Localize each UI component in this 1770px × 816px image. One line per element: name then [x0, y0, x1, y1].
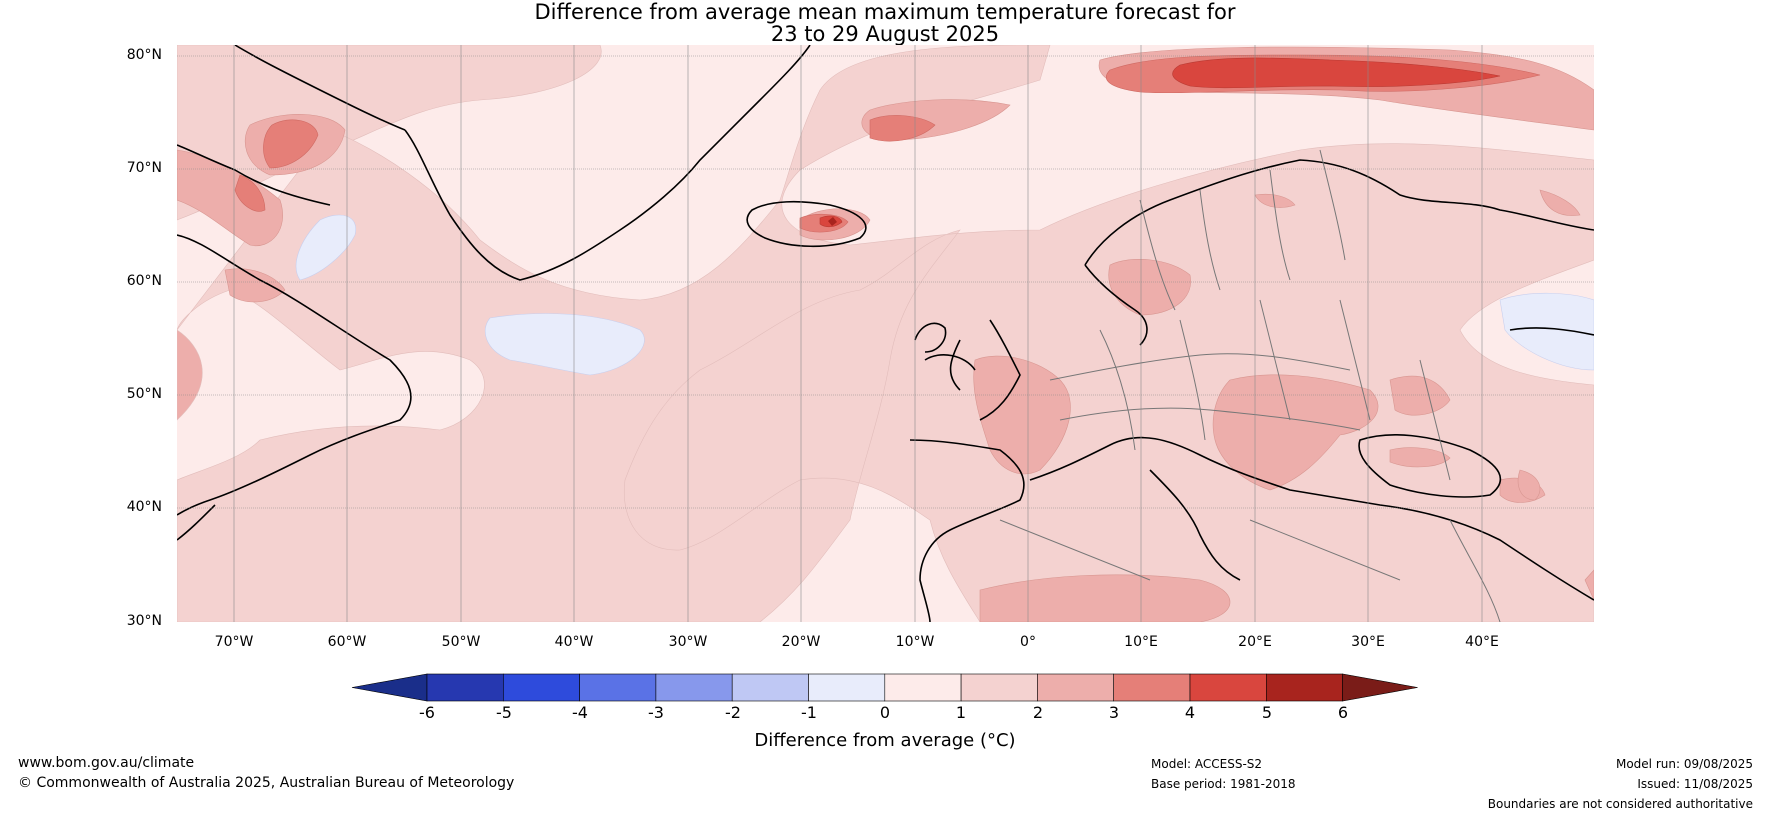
anomaly-band-neg1-0: [295, 214, 1594, 376]
colorbar-segment: [731, 673, 809, 702]
lon-label-50w: 50°W: [441, 634, 481, 650]
colorbar-segment: [1113, 673, 1191, 702]
colorbar-segment: [655, 673, 733, 702]
colorbar-segment: [1037, 673, 1115, 702]
lon-label-60w: 60°W: [327, 634, 367, 650]
colorbar-tick: 2: [1032, 703, 1044, 722]
footer-issued: Issued: 11/08/2025: [1637, 777, 1753, 791]
lat-label-40n: 40°N: [126, 499, 162, 515]
lon-label-20w: 20°W: [781, 634, 821, 650]
lon-label-10e: 10°E: [1124, 634, 1158, 650]
colorbar-segment: [960, 673, 1038, 702]
colorbar-tick: 0: [879, 703, 891, 722]
lon-label-40w: 40°W: [554, 634, 594, 650]
colorbar-tick: 6: [1337, 703, 1349, 722]
colorbar-tick: -3: [648, 703, 664, 722]
colorbar-segment: [579, 673, 657, 702]
footer-copyright: © Commonwealth of Australia 2025, Austra…: [18, 775, 515, 791]
lon-label-0: 0°: [1020, 634, 1036, 650]
colorbar-segment: [1189, 673, 1267, 702]
anomaly-band-5-6: [828, 217, 837, 226]
colorbar-segment: [808, 673, 886, 702]
lon-label-20e: 20°E: [1238, 634, 1272, 650]
lat-label-50n: 50°N: [126, 386, 162, 402]
footer-website: www.bom.gov.au/climate: [18, 755, 195, 771]
colorbar-segment: [502, 673, 580, 702]
map-title-line1: Difference from average mean maximum tem…: [534, 0, 1236, 24]
colorbar-segment: [1266, 673, 1343, 702]
lon-label-30e: 30°E: [1351, 634, 1385, 650]
colorbar-tick: -1: [801, 703, 817, 722]
lat-label-60n: 60°N: [126, 273, 162, 289]
colorbar-tick: -4: [572, 703, 588, 722]
footer-model-run: Model run: 09/08/2025: [1615, 757, 1753, 771]
lat-label-70n: 70°N: [126, 160, 162, 176]
lon-label-70w: 70°W: [214, 634, 254, 650]
anomaly-band-4-5: [819, 57, 1501, 228]
colorbar-segment: [884, 673, 962, 702]
lon-label-10w: 10°W: [895, 634, 935, 650]
colorbar-extend-low: [351, 673, 428, 702]
colorbar-extend-high: [1342, 673, 1418, 702]
colorbar-tick: 4: [1184, 703, 1196, 722]
graticule: [177, 45, 1594, 622]
lon-label-30w: 30°W: [668, 634, 708, 650]
colorbar-label: Difference from average (°C): [754, 730, 1016, 751]
colorbar-tick: 1: [955, 703, 967, 722]
colorbar-tick: -6: [419, 703, 435, 722]
map-title-line2: 23 to 29 August 2025: [770, 22, 1000, 46]
lat-label-30n: 30°N: [126, 613, 162, 629]
colorbar-segment: [426, 673, 504, 702]
footer-base-period: Base period: 1981-2018: [1151, 777, 1296, 791]
colorbar-tick: -5: [496, 703, 512, 722]
anomaly-band-1-2: [177, 45, 1594, 622]
coastlines: [177, 45, 1594, 622]
colorbar: [351, 673, 1418, 702]
anomaly-field: [177, 45, 1594, 622]
lon-label-40e: 40°E: [1465, 634, 1499, 650]
colorbar-tick: -2: [725, 703, 741, 722]
colorbar-tick: 5: [1261, 703, 1273, 722]
footer-model: Model: ACCESS-S2: [1151, 757, 1263, 771]
footer-disclaimer: Boundaries are not considered authoritat…: [1487, 797, 1753, 811]
country-borders: [999, 149, 1501, 622]
colorbar-tick: 3: [1108, 703, 1120, 722]
lat-label-80n: 80°N: [126, 47, 162, 63]
